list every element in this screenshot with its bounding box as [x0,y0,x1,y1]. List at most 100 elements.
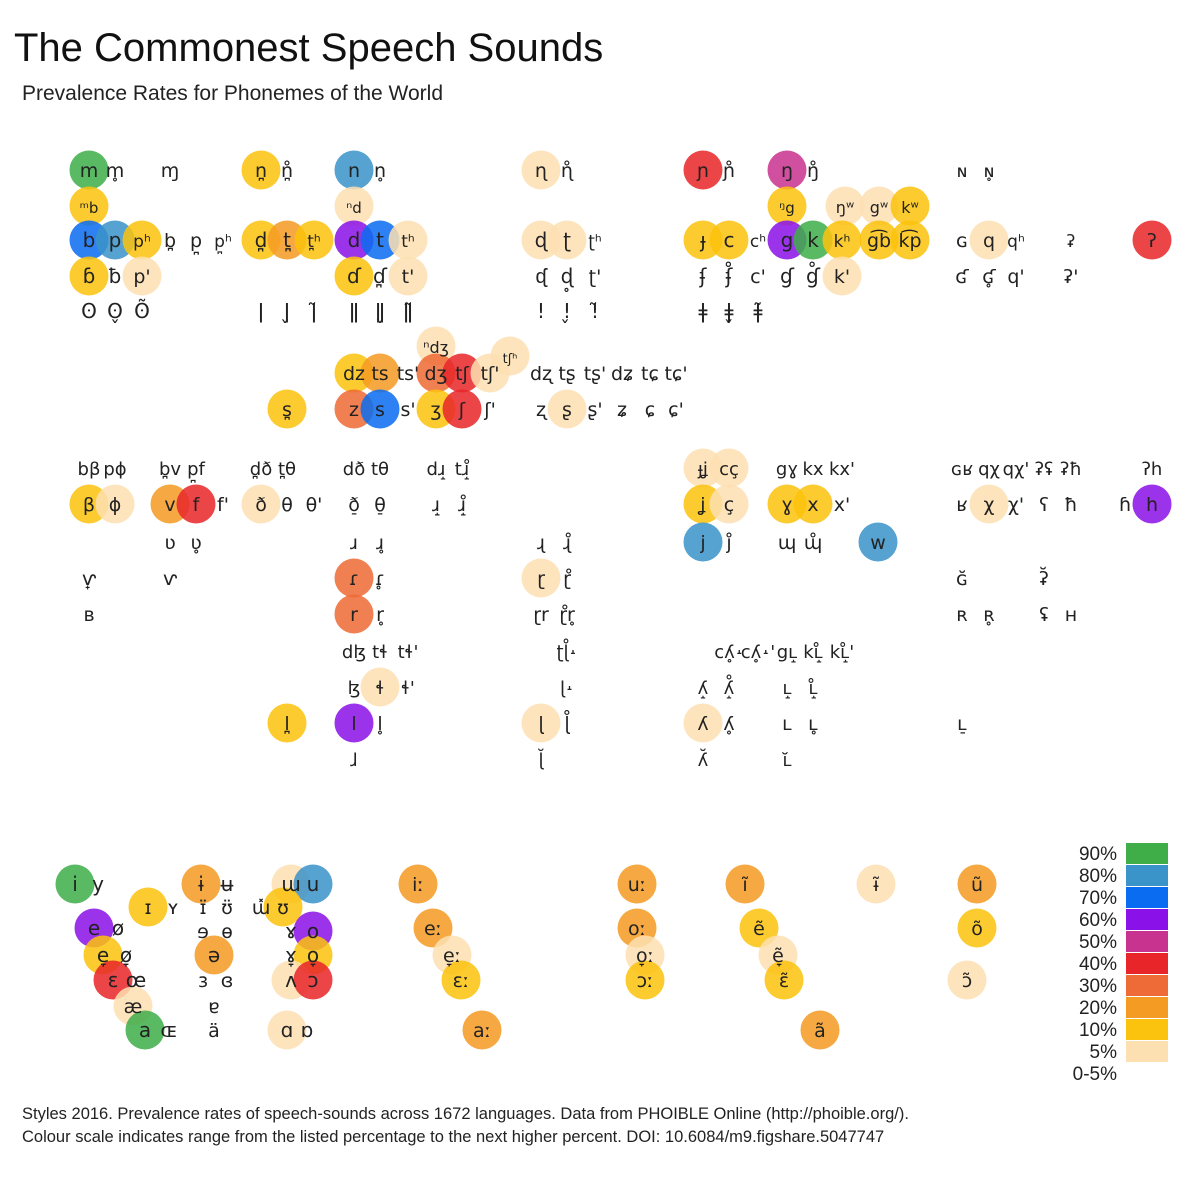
phoneme-circle-sym [194,935,234,975]
phoneme-circle-sym [334,558,374,598]
phoneme-label-cc: cç [719,459,739,480]
phoneme-label-d: dʑ [611,363,633,385]
phoneme-circle-kp [890,220,930,260]
phoneme-label-p: p̪ [190,230,202,256]
phoneme-label-o: o̞ [307,943,319,967]
phoneme-label-sym: ɲ̊ [722,160,735,182]
phoneme-circle-e [739,908,779,948]
phoneme-circle-n [241,150,281,190]
phoneme-label-sym: ɭ˔ [560,678,574,699]
phoneme-label-t: t [376,228,384,252]
phoneme-label-l: l̪ [284,713,290,735]
phoneme-label-i: iː [412,874,424,896]
phoneme-label-bv: b̪v [159,459,181,480]
legend-label-30: 30% [1079,976,1117,997]
phoneme-label-t: tɕ [641,363,659,385]
phoneme-label-b: ᵐb [80,199,99,217]
phoneme-label-p: p [109,228,122,252]
phoneme-circle-r [334,594,374,634]
phoneme-circle-u [957,864,997,904]
phoneme-label-e: eː [424,918,442,940]
legend-swatch-20 [1126,997,1168,1018]
phoneme-label-sym: ɞ [221,970,234,992]
phoneme-label-k: kʟ̝̊ [803,642,823,663]
phoneme-label-r: ɽ̊r̥ [559,604,575,627]
phoneme-label-r: ɽr [533,604,549,626]
caption-line-1: Styles 2016. Prevalence rates of speech-… [22,1105,909,1123]
phoneme-label-l: l̥ [377,713,382,736]
phoneme-circle-j [683,522,723,562]
phoneme-label-sym: ɶ [160,1018,177,1042]
phoneme-label-d: ⁿdʒ [423,338,449,357]
phoneme-label-sym: ɲ [696,160,709,182]
phoneme-label-e: e̞ [97,943,109,967]
phoneme-label-sym: ʑ [617,399,627,421]
phoneme-label-n: n̪̊ [281,160,293,182]
phoneme-label-sym: ɽ̊ [563,568,571,590]
phoneme-label-sym: ɔ̃ [962,970,972,992]
phoneme-label-sym: ɯ̽ [252,897,271,919]
phoneme-label-sym: ɢʁ [951,459,973,480]
phoneme-label-sym: ɠ̊ [806,262,821,288]
phoneme-label-q: qχ [978,459,1000,480]
phoneme-label-c: cʰ [750,232,766,252]
phoneme-label-sym: ɘ [197,921,209,943]
phoneme-circle-a [125,1010,165,1050]
phoneme-label-sym: ɗ̪ [373,264,388,288]
phoneme-label-sym: χ [984,494,995,516]
phoneme-label-kx: kx [802,459,823,480]
phoneme-label-sym: ǀ̬ [281,299,290,323]
phoneme-circle-g [859,186,899,226]
phoneme-label-sym: ɵ [221,921,233,943]
phoneme-circle-t [360,220,400,260]
phoneme-circle-sym [267,1010,307,1050]
legend-label-80: 80% [1079,866,1117,887]
phoneme-label-sym: ɗ [347,264,362,288]
phoneme-label-u: ũ [971,874,983,896]
phoneme-circle-c [709,484,749,524]
phoneme-label-m: m [80,160,99,182]
phoneme-label-v: v [164,494,175,516]
phoneme-circle-p [122,220,162,260]
phoneme-circle-p [95,220,135,260]
phoneme-label-x: x [807,494,818,516]
phoneme-label-dz: dz [343,363,365,385]
phoneme-label-sym: ǁ [349,299,359,323]
phoneme-label-sym: ɽ [537,568,545,590]
phoneme-label-sym: β [83,494,95,516]
phoneme-circle-sym [69,256,109,296]
phoneme-label-sym: ɯ [281,872,300,896]
phoneme-label-sym: ɴ̥ [984,162,995,182]
phoneme-label-k: kʰ [834,232,851,252]
phoneme-circle-a [462,1010,502,1050]
phoneme-label-sym: ŋ [781,160,793,182]
phoneme-label-sym: ɬ' [401,678,415,699]
phoneme-label-c: ç [724,494,734,516]
phoneme-label-g: gʷ [870,198,888,217]
phoneme-circle-sym [683,150,723,190]
phoneme-label-sym: ʎ̝ [698,678,709,699]
phoneme-circle-sym [441,960,481,1000]
phoneme-label-sym: ɦ [1119,494,1131,516]
phoneme-label-sym: ʊ̈ [221,897,233,919]
phoneme-circle-g [767,186,807,226]
phoneme-label-e: e [88,916,100,940]
phoneme-label-sym: ᶑ [535,264,548,288]
phoneme-label-sym: ʈʰ [588,232,602,252]
phoneme-label-a: ã [814,1020,826,1042]
phoneme-label-sym: ⱱ [163,568,177,590]
phoneme-label-sym: ɒ [301,1018,314,1042]
caption-line-2: Colour scale indicates range from the li… [22,1128,885,1146]
phoneme-label-sym: ɛ [108,968,119,992]
phoneme-label-sym: ǃ̬ [561,299,570,323]
phoneme-circle-sym [334,256,374,296]
phoneme-label-o: o [307,919,319,943]
phoneme-label-sym: ŋ̊ [807,160,819,182]
phoneme-circle-d [416,326,456,366]
phoneme-circle-t [388,256,428,296]
phoneme-label-sym: ɨ̃ [873,874,880,896]
legend-swatch-30 [1126,975,1168,996]
phoneme-label-ts: ts [371,363,388,385]
phoneme-label-sym: ʀ̥ [983,604,994,627]
phoneme-label-sym: ʒ [431,399,442,421]
